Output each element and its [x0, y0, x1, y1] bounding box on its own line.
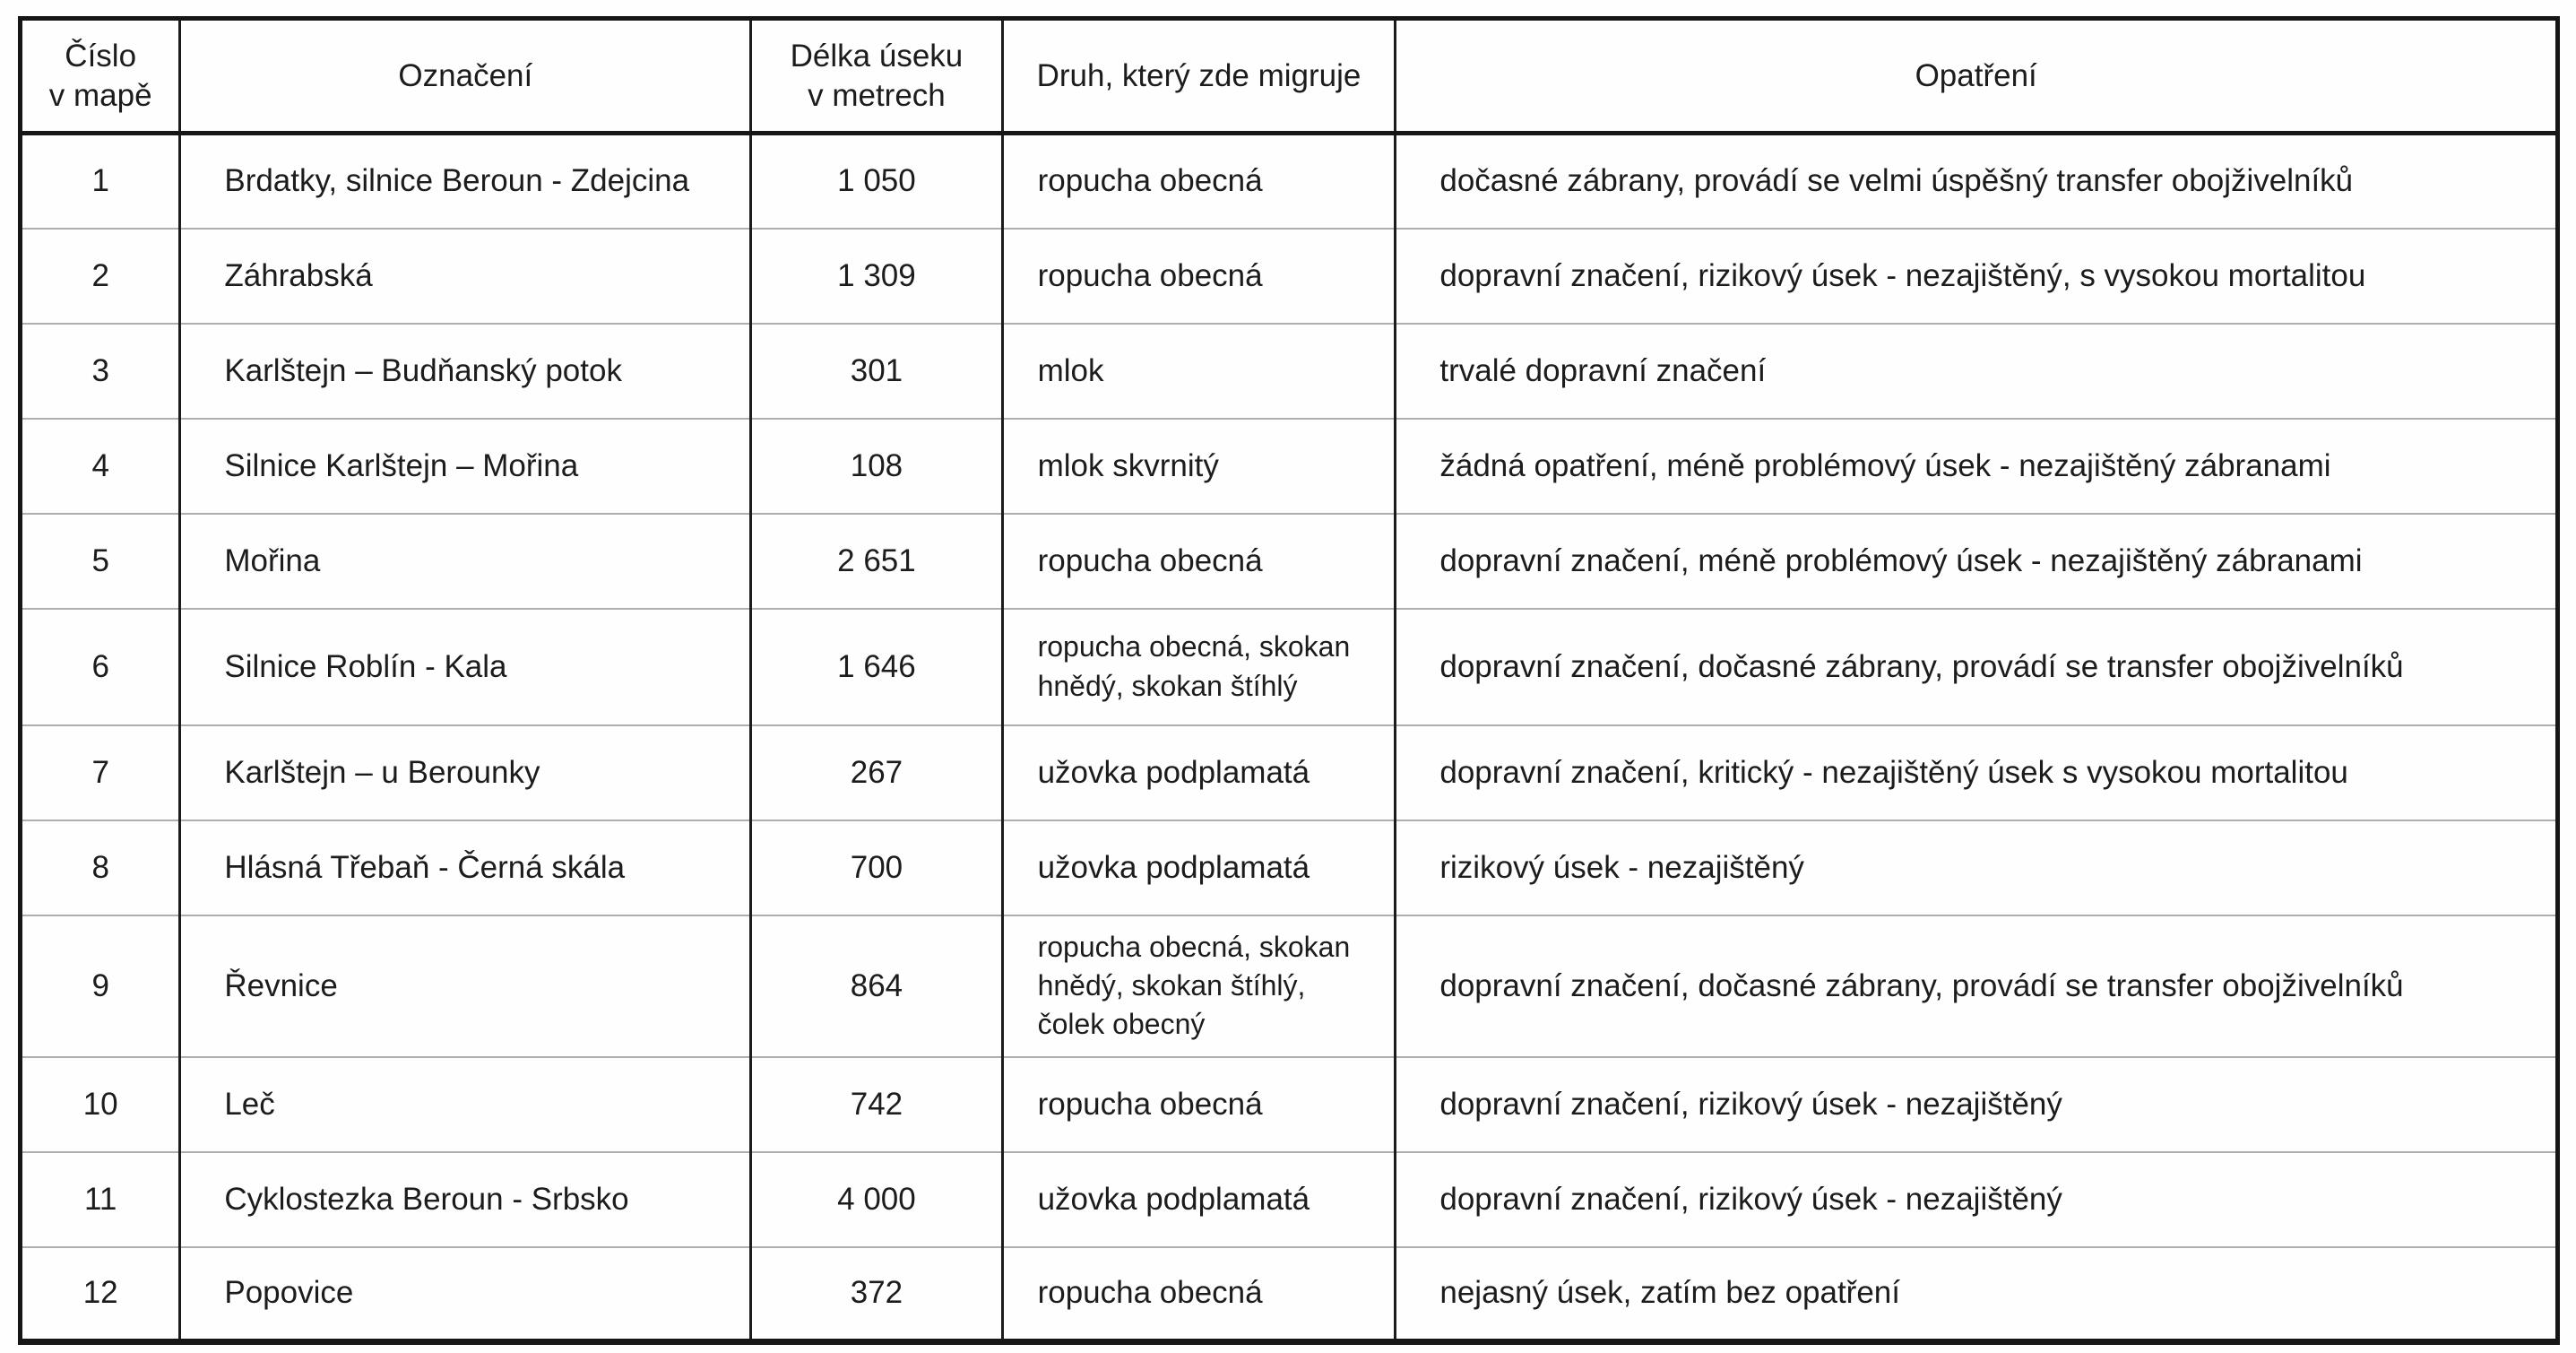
table-row: 4 Silnice Karlštejn – Mořina 108 mlok sk… [18, 417, 2559, 514]
cell-measures: dopravní značení, dočasné zábrany, prová… [1394, 914, 2559, 1057]
table-row: 7 Karlštejn – u Berounky 267 užovka podp… [18, 724, 2559, 820]
cell-number: 5 [18, 512, 182, 609]
cell-designation: Leč [178, 1055, 753, 1152]
cell-designation: Mořina [178, 512, 753, 609]
cell-measures: dopravní značení, kritický - nezajištěný… [1394, 724, 2559, 820]
col-header-cislo-v-mape: Číslo v mapě [18, 18, 182, 135]
cell-number: 11 [18, 1150, 182, 1247]
cell-length: 372 [749, 1245, 1004, 1342]
cell-number: 10 [18, 1055, 182, 1152]
cell-number: 4 [18, 417, 182, 514]
col-header-oznaceni: Označení [178, 18, 753, 135]
cell-species: užovka podplamatá [1000, 1150, 1397, 1247]
cell-number: 8 [18, 819, 182, 915]
cell-designation: Hlásná Třebaň - Černá skála [178, 819, 753, 915]
cell-species: mlok [1000, 322, 1397, 419]
cell-species: ropucha obecná [1000, 227, 1397, 324]
table-row: 3 Karlštejn – Budňanský potok 301 mlok t… [18, 322, 2559, 419]
cell-number: 1 [18, 133, 182, 229]
cell-length: 742 [749, 1055, 1004, 1152]
table-row: 2 Záhrabská 1 309 ropucha obecná dopravn… [18, 227, 2559, 324]
cell-measures: dopravní značení, rizikový úsek - nezaji… [1394, 1150, 2559, 1247]
cell-designation: Silnice Roblín - Kala [178, 607, 753, 725]
table-body: 1 Brdatky, silnice Beroun - Zdejcina 1 0… [18, 133, 2559, 1342]
cell-measures: trvalé dopravní značení [1394, 322, 2559, 419]
cell-species: ropucha obecná [1000, 1245, 1397, 1342]
cell-length: 1 309 [749, 227, 1004, 324]
cell-number: 3 [18, 322, 182, 419]
cell-designation: Popovice [178, 1245, 753, 1342]
cell-length: 700 [749, 819, 1004, 915]
table-row: 12 Popovice 372 ropucha obecná nejasný ú… [18, 1245, 2559, 1342]
cell-species: užovka podplamatá [1000, 724, 1397, 820]
cell-designation: Řevnice [178, 914, 753, 1057]
cell-measures: dočasné zábrany, provádí se velmi úspěšn… [1394, 133, 2559, 229]
cell-species: ropucha obecná [1000, 133, 1397, 229]
cell-designation: Karlštejn – Budňanský potok [178, 322, 753, 419]
cell-measures: dopravní značení, rizikový úsek - nezaji… [1394, 227, 2559, 324]
table-row: 5 Mořina 2 651 ropucha obecná dopravní z… [18, 512, 2559, 609]
cell-designation: Silnice Karlštejn – Mořina [178, 417, 753, 514]
cell-measures: nejasný úsek, zatím bez opatření [1394, 1245, 2559, 1342]
cell-measures: dopravní značení, méně problémový úsek -… [1394, 512, 2559, 609]
cell-length: 108 [749, 417, 1004, 514]
cell-species: mlok skvrnitý [1000, 417, 1397, 514]
cell-designation: Cyklostezka Beroun - Srbsko [178, 1150, 753, 1247]
cell-number: 12 [18, 1245, 182, 1342]
cell-species: užovka podplamatá [1000, 819, 1397, 915]
cell-number: 7 [18, 724, 182, 820]
cell-number: 6 [18, 607, 182, 725]
cell-length: 2 651 [749, 512, 1004, 609]
table-row: 6 Silnice Roblín - Kala 1 646 ropucha ob… [18, 607, 2559, 725]
table-row: 8 Hlásná Třebaň - Černá skála 700 užovka… [18, 819, 2559, 915]
cell-species: ropucha obecná [1000, 1055, 1397, 1152]
table-header: Číslo v mapě Označení Délka úseku v metr… [18, 18, 2559, 135]
cell-length: 1 646 [749, 607, 1004, 725]
cell-species: ropucha obecná [1000, 512, 1397, 609]
header-row: Číslo v mapě Označení Délka úseku v metr… [18, 18, 2559, 135]
cell-length: 4 000 [749, 1150, 1004, 1247]
cell-measures: rizikový úsek - nezajištěný [1394, 819, 2559, 915]
table-row: 11 Cyklostezka Beroun - Srbsko 4 000 užo… [18, 1150, 2559, 1247]
col-header-druh: Druh, který zde migruje [1000, 18, 1397, 135]
cell-measures: dopravní značení, rizikový úsek - nezaji… [1394, 1055, 2559, 1152]
cell-designation: Karlštejn – u Berounky [178, 724, 753, 820]
cell-designation: Brdatky, silnice Beroun - Zdejcina [178, 133, 753, 229]
cell-species: ropucha obecná, skokan hnědý, skokan ští… [1000, 914, 1397, 1057]
table-row: 1 Brdatky, silnice Beroun - Zdejcina 1 0… [18, 133, 2559, 229]
amphibian-migration-table: Číslo v mapě Označení Délka úseku v metr… [18, 16, 2560, 1345]
cell-species: ropucha obecná, skokan hnědý, skokan ští… [1000, 607, 1397, 725]
cell-designation: Záhrabská [178, 227, 753, 324]
cell-measures: žádná opatření, méně problémový úsek - n… [1394, 417, 2559, 514]
cell-length: 864 [749, 914, 1004, 1057]
col-header-opatreni: Opatření [1394, 18, 2559, 135]
col-header-delka-useku: Délka úseku v metrech [749, 18, 1004, 135]
cell-length: 301 [749, 322, 1004, 419]
table-row: 9 Řevnice 864 ropucha obecná, skokan hně… [18, 914, 2559, 1057]
table-row: 10 Leč 742 ropucha obecná dopravní znače… [18, 1055, 2559, 1152]
cell-measures: dopravní značení, dočasné zábrany, prová… [1394, 607, 2559, 725]
cell-length: 267 [749, 724, 1004, 820]
cell-length: 1 050 [749, 133, 1004, 229]
cell-number: 9 [18, 914, 182, 1057]
cell-number: 2 [18, 227, 182, 324]
